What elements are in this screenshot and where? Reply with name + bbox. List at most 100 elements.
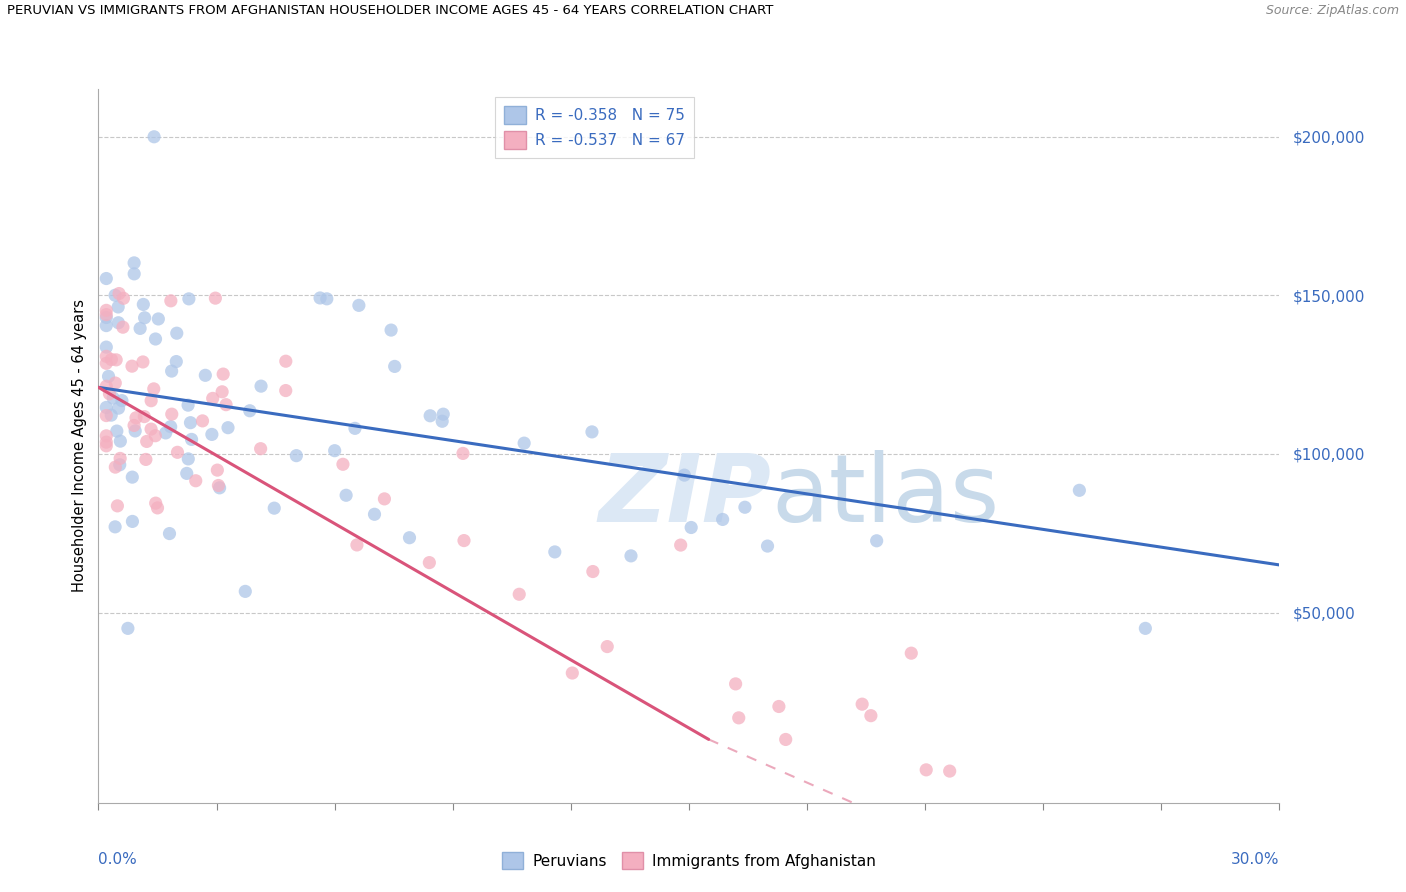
Point <box>96 429 118 443</box>
Point <box>111 320 134 334</box>
Point <box>145 496 167 510</box>
Point <box>141 393 163 408</box>
Point <box>100 352 122 367</box>
Point <box>201 392 224 406</box>
Point <box>380 323 402 337</box>
Point <box>432 407 454 421</box>
Point <box>900 646 922 660</box>
Y-axis label: Householder Income Ages 45 - 64 years: Householder Income Ages 45 - 64 years <box>72 300 87 592</box>
Point <box>96 356 118 370</box>
Point <box>96 318 118 333</box>
Point <box>734 500 756 515</box>
Point <box>180 433 202 447</box>
Point <box>165 354 187 368</box>
Point <box>121 359 143 374</box>
Point <box>315 292 337 306</box>
Point <box>419 409 441 423</box>
Point <box>166 445 188 459</box>
Point <box>274 384 297 398</box>
Point <box>1135 621 1157 635</box>
Point <box>122 267 145 281</box>
Point <box>146 500 169 515</box>
Point <box>768 699 790 714</box>
Point <box>96 409 118 423</box>
Point <box>851 697 873 711</box>
Point <box>263 501 285 516</box>
Point <box>117 621 139 635</box>
Point <box>132 355 155 369</box>
Point <box>581 425 603 439</box>
Point <box>582 565 605 579</box>
Point <box>96 401 118 415</box>
Text: Source: ZipAtlas.com: Source: ZipAtlas.com <box>1265 4 1399 18</box>
Point <box>250 379 273 393</box>
Point <box>108 286 131 301</box>
Point <box>915 763 938 777</box>
Point <box>107 316 129 330</box>
Point <box>110 434 132 449</box>
Point <box>866 533 889 548</box>
Point <box>104 460 127 475</box>
Point <box>107 499 129 513</box>
Point <box>681 520 703 534</box>
Legend: R = -0.358   N = 75, R = -0.537   N = 67: R = -0.358 N = 75, R = -0.537 N = 67 <box>495 97 695 158</box>
Point <box>347 298 370 312</box>
Point <box>160 364 183 378</box>
Point <box>177 398 200 412</box>
Point <box>96 303 118 318</box>
Legend: Peruvians, Immigrants from Afghanistan: Peruvians, Immigrants from Afghanistan <box>495 846 883 875</box>
Point <box>96 435 118 450</box>
Point <box>134 409 156 424</box>
Point <box>96 349 118 363</box>
Point <box>104 288 127 302</box>
Point <box>129 321 152 335</box>
Point <box>108 458 131 472</box>
Point <box>215 398 238 412</box>
Point <box>124 424 146 438</box>
Point <box>239 403 262 417</box>
Point <box>201 427 224 442</box>
Point <box>166 326 188 341</box>
Point <box>724 677 747 691</box>
Point <box>204 291 226 305</box>
Point <box>775 732 797 747</box>
Point <box>98 386 121 401</box>
Point <box>418 556 440 570</box>
Point <box>105 424 128 438</box>
Point <box>96 308 118 322</box>
Point <box>207 478 229 492</box>
Point <box>177 451 200 466</box>
Point <box>233 584 256 599</box>
Point <box>107 401 129 416</box>
Point <box>105 352 128 367</box>
Point <box>620 549 643 563</box>
Point <box>160 293 183 308</box>
Point <box>139 422 162 436</box>
Point <box>346 538 368 552</box>
Point <box>194 368 217 383</box>
Point <box>104 376 127 390</box>
Point <box>96 379 118 393</box>
Point <box>335 488 357 502</box>
Point <box>134 310 156 325</box>
Point <box>97 369 120 384</box>
Point <box>373 491 395 506</box>
Point <box>451 446 474 460</box>
Text: 0.0%: 0.0% <box>98 852 138 867</box>
Point <box>363 508 385 522</box>
Point <box>208 481 231 495</box>
Point <box>332 458 354 472</box>
Point <box>859 708 882 723</box>
Point <box>104 520 127 534</box>
Point <box>711 512 734 526</box>
Point <box>184 474 207 488</box>
Point <box>108 451 131 466</box>
Point <box>211 384 233 399</box>
Point <box>111 393 134 408</box>
Point <box>309 291 332 305</box>
Point <box>544 545 567 559</box>
Point <box>398 531 420 545</box>
Point <box>107 300 129 314</box>
Point <box>508 587 530 601</box>
Point <box>756 539 779 553</box>
